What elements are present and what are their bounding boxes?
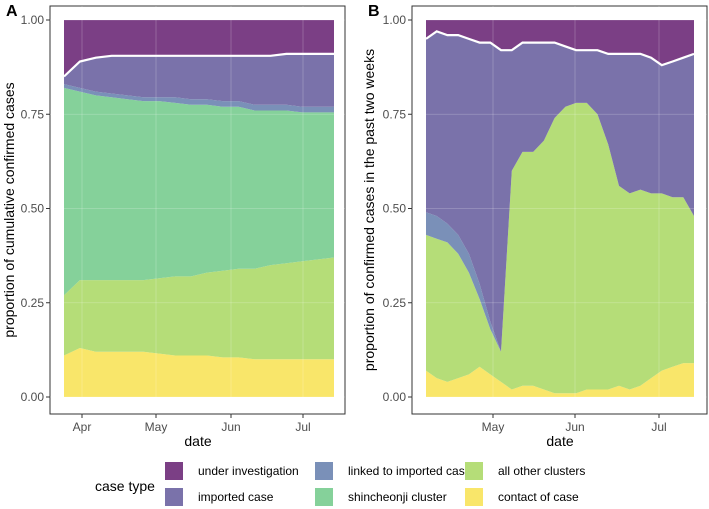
y-tick-label-b: 0.75 (383, 107, 407, 121)
y-tick-label-a: 0.25 (21, 296, 45, 310)
area-a-all-other-clusters (64, 257, 334, 360)
area-b-all-other-clusters (426, 102, 694, 394)
legend-item-linked-to-imported-case: linked to imported case (315, 462, 472, 480)
panel-a-y-ticks: 0.00 0.25 0.50 0.75 1.00 (21, 13, 50, 404)
y-tick-label-b: 0.00 (383, 390, 407, 404)
x-tick-label-b: Jun (565, 420, 584, 434)
x-tick-label-a: May (145, 420, 168, 434)
panel-b-tag: B (368, 3, 380, 20)
x-tick-label-a: Apr (73, 420, 92, 434)
y-tick-label-a: 1.00 (21, 13, 45, 27)
boundary-line-a (63, 52, 334, 78)
panel-b-areas (425, 20, 695, 397)
area-a-contact-of-case (64, 348, 334, 397)
legend-label-shincheonji-cluster: shincheonji cluster (348, 490, 447, 504)
y-tick-label-a: 0.75 (21, 107, 45, 121)
y-tick-label-b: 1.00 (383, 13, 407, 27)
legend-item-under-investigation: under investigation (165, 462, 299, 480)
legend-swatch-imported-case (165, 488, 183, 506)
y-tick-label-a: 0.00 (21, 390, 45, 404)
legend-label-under-investigation: under investigation (198, 464, 299, 478)
legend-title: case type (95, 478, 155, 494)
legend-swatch-all-other-clusters (465, 462, 483, 480)
legend-label-imported-case: imported case (198, 490, 274, 504)
x-tick-label-a: Jul (295, 420, 310, 434)
panel-b: B 0.00 0.25 0.50 0.75 1.00 May Jun Jul date pr… (361, 3, 708, 449)
legend-item-all-other-clusters: all other clusters (465, 462, 585, 480)
panel-a-grid (50, 6, 345, 414)
x-tick-label-b: Jul (651, 420, 666, 434)
panel-b-grid (412, 6, 707, 414)
panel-b-x-ticks: May Jun Jul (482, 414, 667, 434)
legend-label-linked-to-imported-case: linked to imported case (348, 464, 472, 478)
y-tick-label-b: 0.25 (383, 296, 407, 310)
panel-b-y-ticks: 0.00 0.25 0.50 0.75 1.00 (383, 13, 412, 404)
x-tick-label-a: Jun (221, 420, 240, 434)
panel-a-x-ticks: Apr May Jun Jul (73, 414, 311, 434)
legend: case type under investigation imported ca… (95, 462, 585, 506)
legend-label-contact-of-case: contact of case (498, 490, 579, 504)
legend-swatch-shincheonji-cluster (315, 488, 333, 506)
panel-b-y-axis-title: proportion of confirmed cases in the pas… (361, 49, 377, 371)
panel-a-x-axis-title: date (184, 433, 211, 449)
x-tick-label-b: May (482, 420, 505, 434)
legend-swatch-under-investigation (165, 462, 183, 480)
panel-a-tag: A (6, 3, 18, 20)
panel-a-y-axis-title: proportion of cumulative confirmed cases (1, 82, 17, 337)
boundary-line-b (425, 30, 695, 67)
y-tick-label-b: 0.50 (383, 202, 407, 216)
legend-swatch-contact-of-case (465, 488, 483, 506)
legend-item-shincheonji-cluster: shincheonji cluster (315, 488, 447, 506)
legend-items: under investigation imported case linked t… (165, 462, 585, 506)
area-a-under-investigation (64, 20, 334, 77)
panel-a: A 0.00 0.25 0.50 0.75 1.00 Apr May Jun Jul date… (1, 3, 346, 449)
panel-b-x-axis-title: date (546, 433, 573, 449)
panel-a-areas (63, 20, 334, 397)
area-a-shincheonji-cluster (64, 87, 334, 296)
legend-item-contact-of-case: contact of case (465, 488, 579, 506)
area-a-linked-to-imported-case (64, 84, 334, 113)
legend-item-imported-case: imported case (165, 488, 274, 506)
area-b-imported-case (426, 31, 694, 352)
y-tick-label-a: 0.50 (21, 202, 45, 216)
area-b-contact-of-case (426, 363, 694, 397)
area-a-imported-case (64, 53, 334, 107)
legend-swatch-linked-to-imported-case (315, 462, 333, 480)
legend-label-all-other-clusters: all other clusters (498, 464, 585, 478)
